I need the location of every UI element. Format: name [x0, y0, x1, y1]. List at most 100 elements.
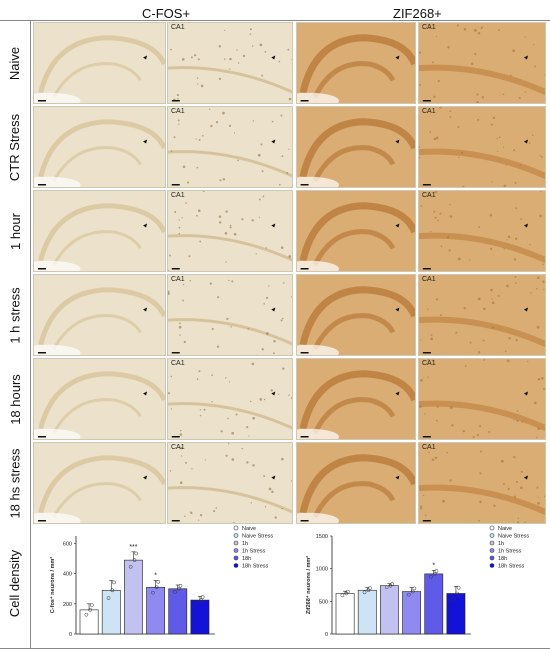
bar-naive-stress [357, 589, 377, 635]
data-point [132, 558, 137, 562]
legend-marker [489, 555, 495, 561]
data-point [345, 589, 350, 594]
bar-naive [335, 593, 355, 635]
legend-label: 18h Stress [242, 564, 269, 570]
zif268-micrograph-r2-c1 [296, 106, 416, 188]
legend-marker [489, 563, 495, 568]
legend-label: 1h [242, 541, 248, 547]
row-label-text: CTR Stress [7, 113, 23, 181]
zif268-density-chart: 0 500 1000 1500 Zif268⁺ neurons / mm² * Naive N… [296, 522, 546, 644]
legend-label: Naive Stress [242, 534, 273, 540]
zif268-micrograph-r6-c1 [296, 442, 416, 524]
data-point [106, 596, 111, 600]
data-point [199, 598, 203, 602]
data-point [176, 586, 181, 591]
legend-label: 1h Stress [498, 549, 521, 555]
data-point [407, 592, 411, 597]
significance-mark: *** [129, 544, 137, 551]
row-label-text: 18 hours [7, 373, 23, 425]
header-cfos: C-FOS+ [142, 6, 191, 21]
ca1-label: CA1 [422, 192, 436, 199]
data-point [432, 572, 437, 576]
cfos-micrograph-r1-c1 [33, 22, 166, 104]
cfos-micrograph-r3-c2: CA1 [167, 190, 293, 272]
data-point [340, 593, 345, 598]
ca1-label: CA1 [171, 444, 185, 451]
data-point [134, 551, 138, 556]
bar-1h-stress [402, 591, 421, 635]
bar-18h-stress [446, 593, 466, 635]
legend-label: 18h [498, 556, 507, 562]
data-point [456, 585, 461, 590]
row-label-ctr-stress: CTR Stress [0, 106, 30, 188]
row-label-18-hs-stress: 18 hs stress [0, 442, 30, 524]
zif268-micrograph-r4-c1 [296, 274, 416, 356]
data-point [195, 601, 200, 605]
row-label-1-h-stress: 1 h stress [0, 274, 30, 356]
zif268-micrograph-r3-c1 [296, 190, 416, 272]
row-label-text: 18 hs stress [7, 447, 23, 519]
data-point [412, 586, 417, 591]
row-label-cell-density: Cell density [0, 522, 30, 644]
data-point [390, 582, 394, 586]
bar-1h [380, 585, 399, 635]
legend-label: Naive Stress [498, 534, 529, 540]
legend-label: 18h Stress [498, 564, 525, 570]
row-label-text: Cell density [7, 549, 23, 617]
legend-label: 1h [498, 541, 504, 547]
cfos-micrograph-r2-c2: CA1 [167, 106, 293, 188]
significance-mark: * [432, 562, 435, 569]
bar-1h-stress [146, 586, 165, 635]
data-point [128, 564, 133, 569]
data-point [154, 585, 159, 590]
zif268-micrograph-r2-c2: CA1 [418, 106, 546, 188]
bar-18h [168, 588, 188, 635]
bar-18h-stress [190, 599, 210, 635]
ca1-label: CA1 [422, 24, 436, 31]
zif268-micrograph-r1-c2: CA1 [418, 22, 546, 104]
zif268-micrograph-r3-c2: CA1 [418, 190, 546, 272]
data-point [384, 585, 389, 590]
data-point [455, 591, 459, 596]
legend-marker [489, 548, 495, 553]
row-label-text: Naive [7, 46, 23, 80]
bar-naive [79, 609, 99, 635]
zif268-micrograph-r4-c2: CA1 [418, 274, 546, 356]
row-label-1-hour: 1 hour [0, 190, 30, 272]
cfos-micrograph-r5-c1 [33, 358, 166, 440]
legend-label: Naive [242, 526, 256, 532]
y-tick-label: 400 [63, 572, 72, 578]
y-tick-label: 1500 [316, 534, 328, 540]
data-point [200, 595, 205, 599]
zif268-micrograph-r5-c2: CA1 [418, 358, 546, 440]
zif268-micrograph-r6-c2: CA1 [418, 442, 546, 524]
frame-top [0, 20, 550, 21]
data-point [89, 603, 94, 607]
ca1-label: CA1 [422, 108, 436, 115]
legend-marker [233, 525, 239, 531]
legend-label: 1h Stress [242, 549, 265, 555]
data-point [362, 590, 367, 595]
ca1-label: CA1 [171, 24, 185, 31]
legend-label: Naive [498, 526, 512, 532]
cfos-micrograph-r4-c1 [33, 274, 166, 356]
ca1-label: CA1 [171, 108, 185, 115]
cfos-micrograph-r5-c2: CA1 [167, 358, 293, 440]
legend-marker [489, 540, 495, 546]
legend-marker [489, 533, 495, 538]
bar-1h [124, 559, 143, 635]
ca1-label: CA1 [171, 276, 185, 283]
data-point [112, 580, 116, 585]
legend-label: 18h [242, 556, 251, 562]
y-axis-label: C-fos⁺ neurons / mm² [49, 557, 56, 614]
zif268-micrograph-r5-c1 [296, 358, 416, 440]
y-tick-label: 600 [63, 542, 72, 548]
data-point [173, 589, 177, 594]
data-point [88, 608, 93, 612]
y-tick-label: 0 [325, 632, 328, 638]
legend-marker [489, 525, 495, 531]
cfos-micrograph-r6-c1 [33, 442, 166, 524]
frame-left-divider [30, 20, 31, 649]
cfos-micrograph-r6-c2: CA1 [167, 442, 293, 524]
